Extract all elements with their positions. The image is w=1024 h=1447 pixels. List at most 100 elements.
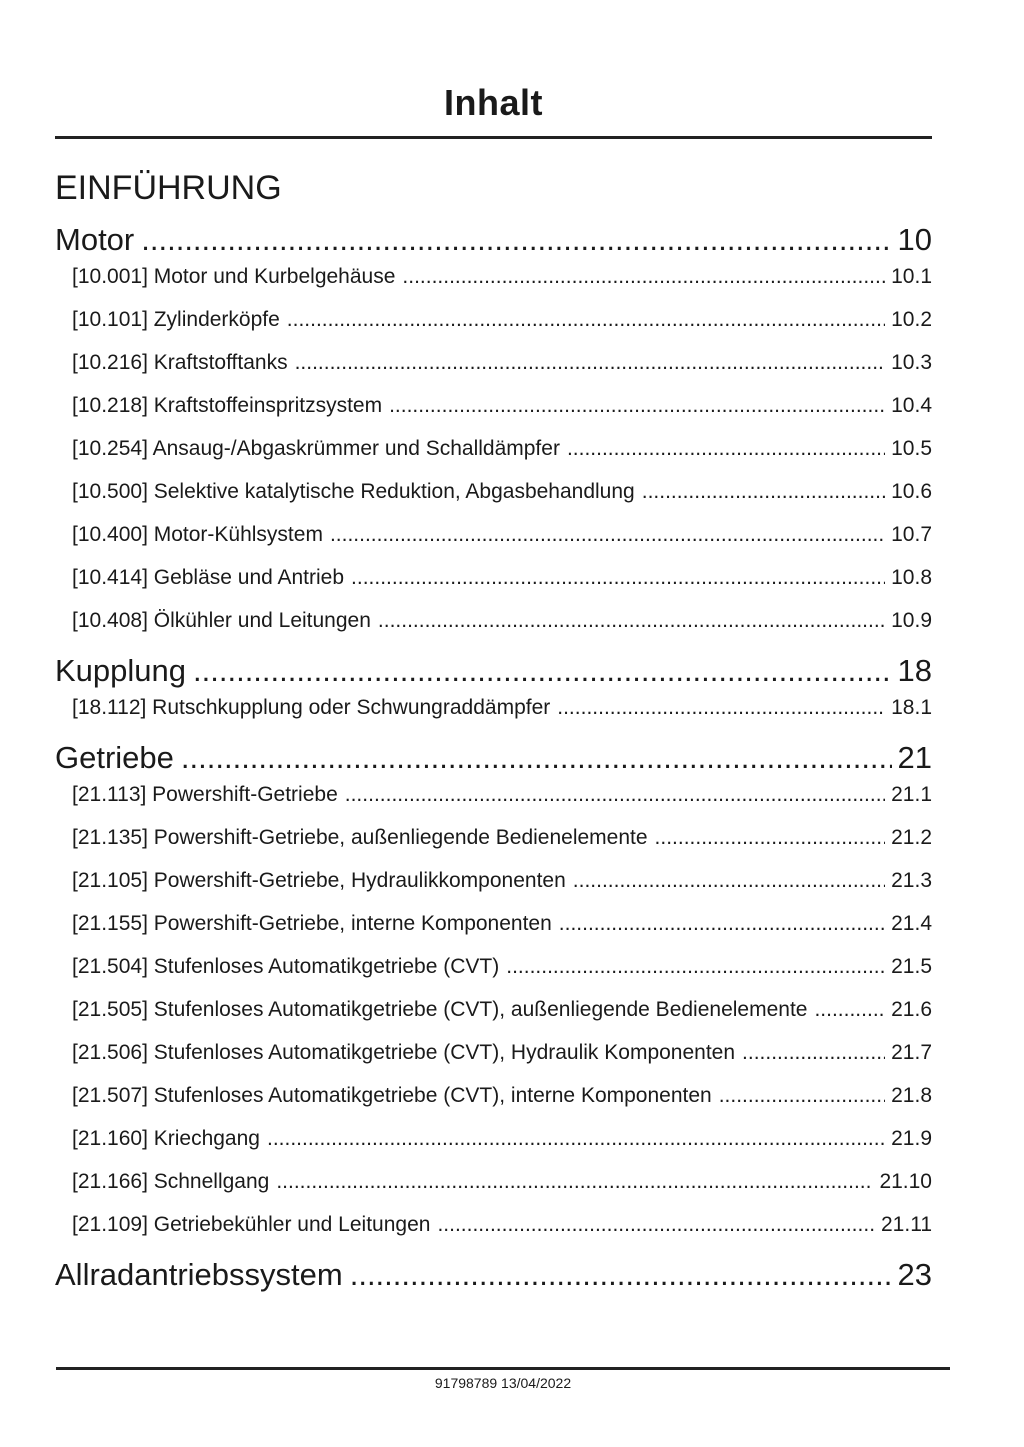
toc-item-label: [10.218] Kraftstoffeinspritzsystem (72, 394, 383, 417)
dot-leader (742, 1042, 885, 1064)
toc-item-label: [21.113] Powershift-Getriebe (72, 783, 338, 806)
toc-page-number: 21.1 (891, 783, 932, 806)
title-divider (55, 136, 932, 139)
toc-page-number: 21.8 (891, 1084, 932, 1107)
intro-heading: EINFÜHRUNG (55, 169, 282, 207)
toc-entry-row: [10.254] Ansaug-/Abgaskrümmer und Schall… (55, 438, 932, 460)
toc-entry-row: [21.109] Getriebekühler und Leitungen 21.… (55, 1214, 932, 1236)
toc-entry-row: [18.112] Rutschkupplung oder Schwungradd… (55, 697, 932, 719)
toc-page-number: 21 (897, 740, 932, 775)
toc-section-row: Getriebe 21 (55, 740, 932, 776)
toc-page-number: 21.11 (881, 1213, 932, 1236)
toc-page-number: 21.6 (891, 998, 932, 1021)
dot-leader (573, 870, 885, 892)
toc-page-number: 21.7 (891, 1041, 932, 1064)
toc-item-label: [21.505] Stufenloses Automatikgetriebe (… (72, 998, 808, 1021)
toc-item-label: [10.408] Ölkühler und Leitungen (72, 609, 371, 632)
dot-leader (350, 1257, 892, 1293)
dot-leader (351, 567, 885, 589)
toc-page-number: 21.10 (879, 1170, 932, 1193)
toc-item-label: [21.166] Schnellgang (72, 1170, 270, 1193)
dot-leader (267, 1128, 885, 1150)
toc-entry-row: [21.505] Stufenloses Automatikgetriebe (… (55, 999, 932, 1021)
toc-page-number: 10.9 (891, 609, 932, 632)
toc-page-number: 10.7 (891, 523, 932, 546)
toc-item-label: [10.414] Gebläse und Antrieb (72, 566, 345, 589)
page-title: Inhalt (444, 82, 543, 123)
dot-leader (345, 784, 885, 806)
toc-page-number: 21.2 (891, 826, 932, 849)
dot-leader (276, 1171, 873, 1193)
dot-leader (506, 956, 885, 978)
dot-leader (193, 653, 892, 689)
toc-item-label: [10.254] Ansaug-/Abgaskrümmer und Schall… (72, 437, 560, 460)
toc-entry-row: [10.101] Zylinderköpfe 10.2 (55, 309, 932, 331)
toc-item-label: [10.001] Motor und Kurbelgehäuse (72, 265, 396, 288)
dot-leader (559, 913, 885, 935)
toc-item-label: [21.506] Stufenloses Automatikgetriebe (… (72, 1041, 736, 1064)
dot-leader (437, 1214, 875, 1236)
toc-entry-row: [10.408] Ölkühler und Leitungen 10.9 (55, 610, 932, 632)
toc-page-number: 10.6 (891, 480, 932, 503)
dot-leader (567, 438, 885, 460)
toc-entry-row: [10.001] Motor und Kurbelgehäuse 10.1 (55, 266, 932, 288)
toc-entry-row: [10.414] Gebläse und Antrieb 10.8 (55, 567, 932, 589)
toc-item-label: Motor (55, 222, 135, 257)
toc-entry-row: [21.506] Stufenloses Automatikgetriebe (… (55, 1042, 932, 1064)
toc-entry-row: [10.216] Kraftstofftanks 10.3 (55, 352, 932, 374)
toc-page-number: 21.5 (891, 955, 932, 978)
toc-entry-row: [21.507] Stufenloses Automatikgetriebe (… (55, 1085, 932, 1107)
toc-entry-row: [10.500] Selektive katalytische Reduktio… (55, 481, 932, 503)
toc-item-label: Allradantriebssystem (55, 1257, 343, 1292)
toc-entry-row: [21.113] Powershift-Getriebe 21.1 (55, 784, 932, 806)
toc-item-label: [21.105] Powershift-Getriebe, Hydraulikk… (72, 869, 566, 892)
toc-page-number: 21.3 (891, 869, 932, 892)
toc-item-label: Kupplung (55, 653, 187, 688)
toc-item-label: [10.216] Kraftstofftanks (72, 351, 288, 374)
page-footer: 91798789 13/04/2022 (56, 1367, 950, 1392)
toc-page-number: 21.4 (891, 912, 932, 935)
dot-leader (814, 999, 885, 1021)
dot-leader (719, 1085, 885, 1107)
dot-leader (141, 222, 891, 258)
toc-page-number: 10.3 (891, 351, 932, 374)
dot-leader (402, 266, 885, 288)
toc-item-label: [21.160] Kriechgang (72, 1127, 260, 1150)
toc-entry-row: [21.105] Powershift-Getriebe, Hydraulikk… (55, 870, 932, 892)
footer-text: 91798789 13/04/2022 (434, 1375, 572, 1391)
toc-page-number: 21.9 (891, 1127, 932, 1150)
toc-page-number: 10.4 (891, 394, 932, 417)
dot-leader (181, 740, 892, 776)
dot-leader (287, 309, 885, 331)
toc-page-number: 10.1 (891, 265, 932, 288)
toc-item-label: [21.507] Stufenloses Automatikgetriebe (… (72, 1084, 712, 1107)
toc-entry-row: [10.400] Motor-Kühlsystem 10.7 (55, 524, 932, 546)
toc-item-label: [21.109] Getriebekühler und Leitungen (72, 1213, 431, 1236)
toc-page-number: 10 (897, 222, 932, 257)
toc-entry-row: [21.166] Schnellgang 21.10 (55, 1171, 932, 1193)
toc-section-row: Motor 10 (55, 222, 932, 258)
toc-item-label: [10.400] Motor-Kühlsystem (72, 523, 323, 546)
dot-leader (330, 524, 885, 546)
dot-leader (655, 827, 886, 849)
toc-item-label: [10.500] Selektive katalytische Reduktio… (72, 480, 635, 503)
toc-item-label: [21.155] Powershift-Getriebe, interne Ko… (72, 912, 552, 935)
toc-item-label: [10.101] Zylinderköpfe (72, 308, 280, 331)
toc-entry-row: [21.160] Kriechgang 21.9 (55, 1128, 932, 1150)
toc-section-row: Kupplung 18 (55, 653, 932, 689)
dot-leader (295, 352, 886, 374)
toc-page-number: 18.1 (891, 696, 932, 719)
toc-entry-row: [21.155] Powershift-Getriebe, interne Ko… (55, 913, 932, 935)
toc-item-label: [21.135] Powershift-Getriebe, außenliege… (72, 826, 648, 849)
toc-item-label: Getriebe (55, 740, 174, 775)
toc-page-number: 23 (897, 1257, 932, 1292)
table-of-contents: Motor 10 [10.001] Motor und Kurbelgehäuse 1… (55, 222, 932, 1293)
dot-leader (389, 395, 885, 417)
toc-section-row: Allradantriebssystem 23 (55, 1257, 932, 1293)
toc-entry-row: [10.218] Kraftstoffeinspritzsystem 10.4 (55, 395, 932, 417)
toc-page-number: 10.5 (891, 437, 932, 460)
toc-page-number: 18 (897, 653, 932, 688)
toc-item-label: [18.112] Rutschkupplung oder Schwungradd… (72, 696, 551, 719)
dot-leader (378, 610, 885, 632)
